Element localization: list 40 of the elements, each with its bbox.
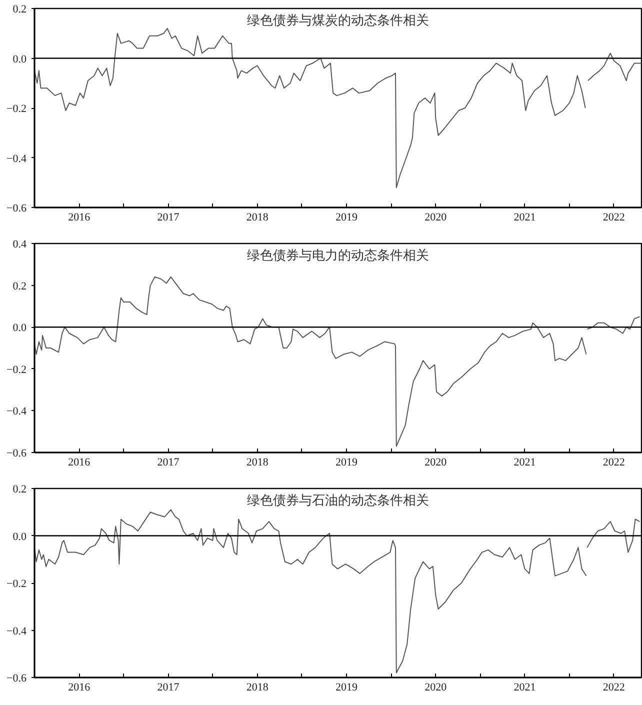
x-tick-label: 2019 xyxy=(335,456,358,468)
y-tick-label: −0.6 xyxy=(6,202,27,214)
y-tick-label: −0.6 xyxy=(6,672,27,684)
x-tick-label: 2022 xyxy=(602,682,625,694)
x-tick-label: 2017 xyxy=(157,682,180,694)
x-tick-label: 2019 xyxy=(335,212,358,224)
x-tick-label: 2021 xyxy=(514,212,536,224)
y-tick-label: −0.2 xyxy=(6,364,27,376)
x-tick-label: 2021 xyxy=(514,456,536,468)
x-tick-label: 2018 xyxy=(246,682,269,694)
y-tick-label: 0.2 xyxy=(12,280,26,292)
y-tick-label: −0.4 xyxy=(6,625,27,638)
x-tick-label: 2016 xyxy=(68,212,91,224)
y-tick-label: −0.4 xyxy=(6,152,27,165)
y-tick-label: 0.0 xyxy=(12,530,27,543)
chart-title: 绿色债券与石油的动态条件相关 xyxy=(247,492,429,508)
x-tick-label: 2020 xyxy=(424,682,448,694)
y-tick-label: 0.0 xyxy=(12,53,27,66)
x-tick-label: 2022 xyxy=(602,212,625,224)
y-tick-label: 0.2 xyxy=(12,4,26,16)
y-tick-label: −0.2 xyxy=(6,103,27,115)
x-tick-label: 2020 xyxy=(424,456,448,468)
x-tick-label: 2018 xyxy=(246,212,269,224)
y-tick-label: −0.4 xyxy=(6,406,27,418)
y-tick-label: 0.2 xyxy=(12,484,26,496)
chart-title: 绿色债券与电力的动态条件相关 xyxy=(247,248,429,262)
y-tick-label: −0.6 xyxy=(6,448,27,460)
x-tick-label: 2021 xyxy=(514,682,536,694)
x-tick-label: 2019 xyxy=(335,682,358,694)
x-tick-label: 2018 xyxy=(246,456,269,468)
x-tick-label: 2020 xyxy=(424,212,448,224)
x-tick-label: 2016 xyxy=(68,682,91,694)
y-tick-label: −0.2 xyxy=(6,578,27,590)
chart-title: 绿色债券与煤炭的动态条件相关 xyxy=(247,12,429,28)
y-tick-label: 0.0 xyxy=(12,322,27,334)
y-tick-label: 0.4 xyxy=(12,238,27,250)
x-tick-label: 2022 xyxy=(602,456,625,468)
x-tick-label: 2017 xyxy=(157,212,180,224)
x-tick-label: 2017 xyxy=(157,456,180,468)
x-tick-label: 2016 xyxy=(68,456,91,468)
